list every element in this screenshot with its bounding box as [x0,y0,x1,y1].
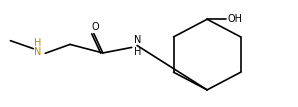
Text: H: H [34,38,41,48]
Text: H: H [134,47,141,57]
Text: N: N [34,47,41,57]
Text: N: N [134,35,141,45]
Text: O: O [91,22,99,32]
Text: OH: OH [228,14,243,24]
